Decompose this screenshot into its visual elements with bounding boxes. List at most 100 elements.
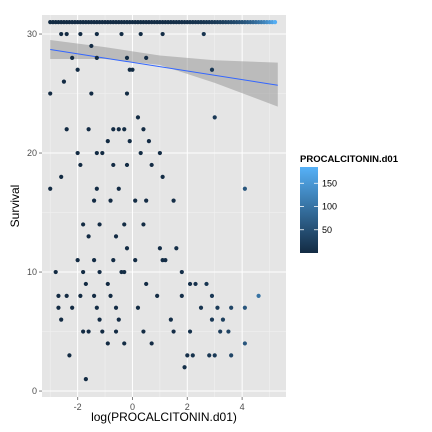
data-point: [144, 198, 149, 203]
data-point: [100, 150, 105, 156]
data-point: [226, 329, 231, 334]
data-point: [91, 198, 97, 203]
data-point: [108, 198, 113, 203]
data-point: [91, 293, 97, 298]
legend-title: PROCALCITONIN.d01: [300, 154, 399, 165]
data-point: [111, 258, 116, 263]
y-tick-label: 0: [32, 386, 37, 396]
data-point: [229, 305, 234, 310]
data-point: [91, 258, 97, 263]
data-point: [144, 281, 149, 287]
x-axis-title: log(PROCALCITONIN.d01): [91, 410, 237, 424]
data-point: [174, 246, 179, 251]
data-point: [144, 55, 149, 60]
data-point: [94, 31, 99, 37]
y-axis-title: Survival: [8, 185, 22, 228]
data-point: [209, 67, 215, 72]
data-point: [97, 269, 102, 275]
data-point: [207, 353, 212, 358]
data-point: [105, 139, 110, 144]
data-point: [53, 269, 58, 275]
data-point: [113, 234, 119, 239]
data-point: [141, 329, 146, 334]
legend-label: 100: [322, 202, 337, 212]
data-point: [133, 258, 138, 263]
data-point: [86, 329, 91, 334]
data-point: [190, 353, 195, 358]
data-point: [48, 91, 53, 96]
x-axis-ticks: -2 0 2 4: [74, 397, 245, 412]
data-point: [212, 353, 217, 358]
x-tick-label: -2: [74, 402, 82, 412]
data-point: [67, 353, 72, 358]
data-point: [116, 186, 121, 191]
data-point: [64, 293, 69, 298]
data-point: [59, 174, 64, 179]
data-point: [100, 329, 105, 334]
data-point: [83, 281, 88, 287]
data-point: [133, 198, 138, 203]
data-point: [70, 305, 75, 310]
data-point: [182, 365, 187, 370]
data-point: [94, 150, 99, 156]
data-point: [94, 305, 99, 310]
data-point: [81, 269, 86, 275]
data-point: [220, 317, 226, 322]
data-point: [75, 258, 80, 263]
data-point: [124, 246, 130, 251]
data-point: [204, 281, 209, 287]
legend-label: 50: [322, 225, 332, 235]
data-point: [81, 329, 86, 334]
data-point: [218, 329, 223, 334]
data-point: [108, 293, 113, 298]
y-tick-label: 20: [27, 148, 37, 158]
data-point: [86, 127, 91, 132]
data-point: [122, 127, 127, 132]
data-point: [78, 31, 83, 37]
data-point: [127, 67, 132, 72]
data-point: [185, 353, 190, 358]
data-point: [157, 246, 162, 251]
data-point: [119, 31, 124, 37]
fit-line-layer: [50, 49, 278, 86]
data-point: [242, 305, 247, 310]
data-point: [160, 258, 165, 263]
data-point: [157, 150, 162, 156]
legend-ticks: 50 100 150: [300, 178, 337, 235]
data-point: [78, 293, 83, 298]
data-point: [187, 329, 193, 334]
data-point: [138, 31, 143, 37]
data-point: [272, 20, 278, 25]
data-point: [209, 293, 215, 298]
data-point: [56, 305, 61, 310]
data-point: [171, 329, 176, 334]
data-point: [75, 67, 80, 72]
data-point: [160, 174, 165, 179]
data-point: [149, 341, 154, 346]
data-point: [127, 139, 132, 144]
data-point: [116, 127, 121, 132]
data-point: [256, 293, 261, 298]
data-point: [135, 115, 141, 120]
data-point: [141, 127, 146, 132]
data-point: [64, 127, 69, 132]
data-point: [209, 317, 215, 322]
data-point: [124, 55, 130, 60]
data-point: [56, 293, 61, 298]
data-point: [113, 305, 119, 310]
data-point: [122, 269, 127, 275]
data-point: [83, 377, 88, 382]
data-point: [97, 317, 102, 322]
data-point: [94, 186, 99, 191]
data-point: [59, 317, 64, 322]
data-point: [171, 198, 176, 203]
data-point: [48, 186, 53, 191]
confidence-band-layer: [50, 39, 278, 107]
data-point: [187, 281, 193, 287]
data-point: [124, 91, 130, 96]
data-point: [229, 353, 234, 358]
data-point: [113, 329, 119, 334]
data-point: [242, 341, 247, 346]
data-point: [141, 222, 146, 227]
data-point: [105, 341, 110, 346]
